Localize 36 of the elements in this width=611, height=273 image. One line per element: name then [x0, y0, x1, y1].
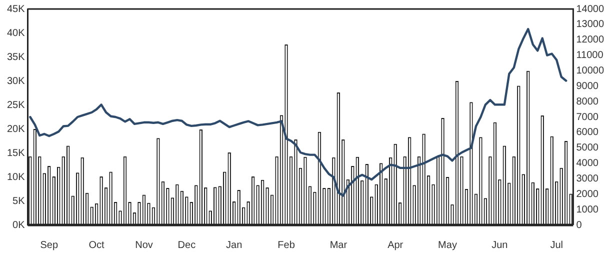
y-tick-label: 25K	[6, 100, 26, 111]
y-tick-label: 15K	[6, 148, 26, 159]
y-tick-label: 20K	[6, 124, 26, 135]
x-tick-label: Dec	[178, 240, 196, 251]
y2-tick-label: 4000	[576, 158, 599, 170]
y-tick-label: 10K	[6, 172, 26, 183]
x-tick-label: May	[438, 240, 457, 251]
y2-tick-label: 5000	[576, 142, 599, 154]
y-tick-label: 0K	[12, 220, 26, 231]
x-tick-label: Mar	[330, 240, 348, 251]
x-tick-label: Nov	[135, 240, 153, 251]
x-tick-label: Apr	[388, 240, 404, 251]
x-tick-label: Sep	[40, 240, 58, 251]
y2-tick-label: 9000	[576, 80, 599, 92]
y-tick-label: 35K	[6, 52, 26, 63]
y2-tick-label: 11000	[576, 50, 604, 62]
x-tick-label: Jun	[492, 240, 508, 251]
y-tick-label: 45K	[6, 4, 26, 15]
y2-tick-label: 14000	[576, 4, 604, 15]
y2-tick-label: 2000	[576, 188, 599, 200]
y2-tick-label: 10000	[576, 65, 604, 76]
y2-tick-label: 3000	[576, 173, 599, 184]
y2-tick-label: 12000	[576, 34, 604, 46]
y2-tick-label: 13000	[576, 19, 604, 30]
y2-tick-label: 8000	[576, 96, 599, 108]
y2-tick-label: 6000	[576, 127, 599, 138]
y2-tick-label: 0	[576, 220, 582, 231]
x-tick-label: Feb	[278, 240, 296, 251]
x-tick-label: Jan	[226, 240, 242, 251]
x-tick-label: Oct	[88, 240, 105, 251]
y-tick-label: 5K	[12, 196, 26, 207]
y2-tick-label: 1000	[576, 204, 599, 216]
y-tick-label: 40K	[6, 28, 26, 39]
x-tick-label: Jul	[550, 240, 563, 251]
y2-tick-label: 7000	[576, 112, 599, 123]
y-tick-label: 30K	[6, 76, 26, 87]
